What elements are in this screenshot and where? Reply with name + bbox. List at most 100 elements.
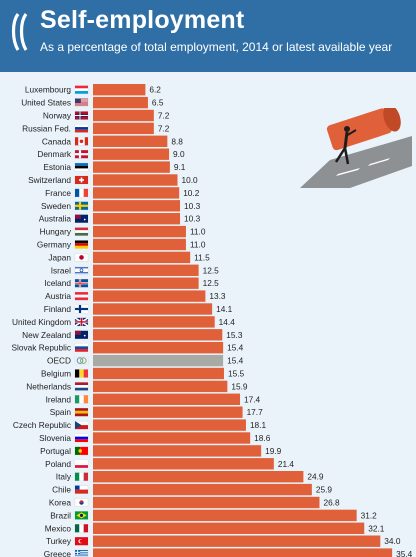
- flag-turkey-icon: [74, 537, 89, 546]
- country-label: Poland: [45, 459, 71, 469]
- value-label: 10.3: [184, 214, 201, 224]
- flag-slovak-republic-icon: [74, 343, 89, 352]
- value-label: 34.0: [384, 536, 401, 546]
- value-label: 10.3: [184, 201, 201, 211]
- value-label: 7.2: [158, 123, 170, 133]
- flag-czech-republic-icon: [74, 420, 89, 430]
- bar: [93, 187, 180, 199]
- bar: [93, 200, 181, 212]
- country-label: Canada: [42, 136, 71, 146]
- bar: [93, 458, 274, 470]
- bar: [93, 380, 228, 393]
- flag-hungary-icon: [74, 227, 89, 236]
- flag-norway-icon: [74, 111, 89, 120]
- flag-canada-icon: [74, 137, 89, 146]
- flag-brazil-icon: [74, 511, 89, 520]
- bar: [93, 393, 241, 405]
- country-label: Iceland: [44, 278, 71, 288]
- value-label: 15.4: [227, 356, 244, 366]
- country-label: Spain: [50, 407, 72, 417]
- value-label: 17.7: [247, 407, 264, 417]
- bar: [93, 122, 154, 135]
- value-label: 18.6: [254, 433, 271, 443]
- country-label: Israel: [51, 265, 71, 275]
- header-banner: Self-employment As a percentage of total…: [0, 0, 416, 72]
- value-label: 9.1: [174, 162, 186, 172]
- flag-switzerland-icon: [74, 175, 89, 185]
- value-label: 26.8: [323, 498, 340, 508]
- bar: [93, 264, 199, 276]
- road-roller-illustration: [300, 108, 412, 188]
- flag-russian-fed-icon: [74, 124, 89, 133]
- value-label: 31.2: [361, 510, 378, 520]
- value-label: 13.3: [209, 291, 226, 301]
- flag-united-states-icon: [74, 98, 89, 107]
- bar: [93, 174, 178, 186]
- value-label: 6.2: [149, 85, 161, 95]
- value-label: 14.4: [219, 317, 236, 327]
- bar: [93, 303, 213, 315]
- bar: [93, 290, 206, 302]
- bar: [93, 251, 191, 264]
- country-label: Portugal: [40, 446, 71, 456]
- value-label: 32.1: [368, 523, 385, 533]
- flag-austria-icon: [74, 291, 89, 301]
- country-label: Luxembourg: [25, 85, 72, 95]
- bar: [93, 109, 154, 122]
- country-label: Denmark: [37, 149, 72, 159]
- bar: [93, 535, 381, 547]
- bar: [93, 432, 251, 444]
- value-label: 15.5: [228, 369, 245, 379]
- country-label: Ireland: [46, 394, 72, 404]
- country-label: United States: [21, 98, 71, 108]
- flag-korea-icon: [74, 498, 89, 507]
- bar: [93, 496, 320, 509]
- value-label: 11.5: [194, 252, 210, 262]
- country-label: Norway: [43, 111, 72, 121]
- bar: [93, 342, 224, 354]
- bar: [93, 148, 170, 160]
- bar: [93, 161, 170, 173]
- country-label: Turkey: [46, 536, 72, 546]
- value-label: 15.9: [231, 381, 248, 391]
- flag-france-icon: [74, 188, 89, 198]
- bar: [93, 483, 312, 496]
- country-label: Mexico: [45, 523, 72, 533]
- country-label: Netherlands: [26, 381, 71, 391]
- country-label: Austria: [45, 291, 71, 301]
- flag-belgium-icon: [74, 369, 89, 378]
- country-label: Italy: [56, 472, 72, 482]
- country-label: Greece: [44, 549, 72, 557]
- bar: [93, 522, 365, 534]
- flag-sweden-icon: [74, 201, 89, 211]
- value-label: 35.4: [396, 549, 413, 557]
- flag-chile-icon: [74, 485, 89, 494]
- flag-germany-icon: [74, 240, 89, 249]
- flag-australia-icon: [74, 214, 89, 223]
- value-label: 12.5: [203, 265, 220, 275]
- bar: [93, 329, 223, 341]
- bar: [93, 84, 146, 96]
- value-label: 21.4: [278, 459, 295, 469]
- bar: [93, 419, 246, 431]
- flag-netherlands-icon: [74, 382, 89, 391]
- country-label: Japan: [48, 252, 71, 262]
- flag-iceland-icon: [74, 278, 89, 288]
- page-subtitle: As a percentage of total employment, 201…: [40, 40, 393, 54]
- value-label: 10.2: [183, 188, 200, 198]
- bar: [93, 509, 357, 522]
- bar: [93, 96, 148, 109]
- country-label: Slovak Republic: [12, 343, 72, 353]
- value-label: 15.3: [226, 330, 243, 340]
- flag-portugal-icon: [74, 446, 89, 456]
- oecd-logo-icon: [11, 13, 28, 51]
- country-label: New Zealand: [22, 330, 71, 340]
- bar-oecd-average: [93, 354, 224, 367]
- flag-estonia-icon: [74, 162, 89, 172]
- country-label: Australia: [39, 214, 72, 224]
- country-label: United Kingdom: [12, 317, 71, 327]
- value-label: 6.5: [152, 98, 164, 108]
- flag-oecd-icon: [74, 356, 89, 365]
- country-label: Korea: [49, 498, 72, 508]
- bar: [93, 445, 262, 457]
